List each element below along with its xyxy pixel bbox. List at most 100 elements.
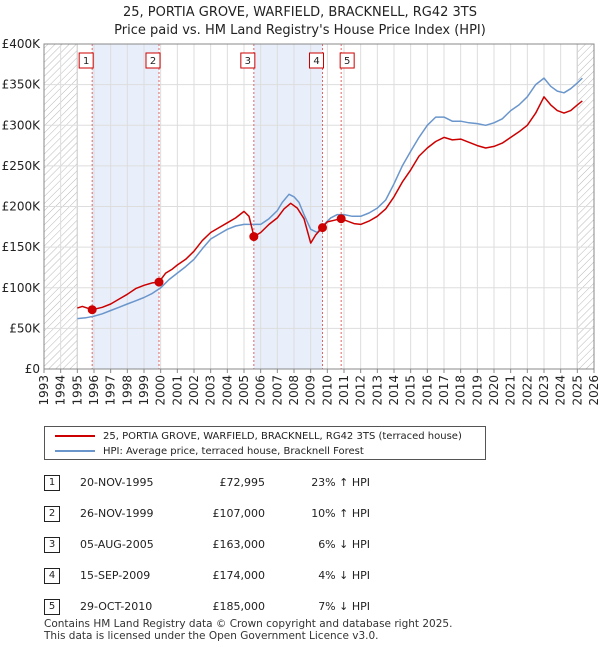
sale-date: 26-NOV-1999 — [80, 507, 154, 520]
x-tick-label: 2003 — [204, 375, 218, 406]
x-tick-label: 2019 — [470, 375, 484, 406]
x-tick-label: 1997 — [104, 375, 118, 406]
sale-label-box — [240, 52, 256, 69]
sale-labels: 1 2 3 4 5 — [78, 52, 355, 69]
x-tick-label: 2006 — [254, 375, 268, 406]
x-tick-label: 2025 — [570, 375, 584, 406]
x-axis: 1993 1994 1995 1996 1997 1998 1999 2000 2001 2002… — [37, 369, 600, 406]
x-tick-label: 2013 — [370, 375, 384, 406]
x-tick-label: 2004 — [220, 375, 234, 406]
sale-date: 20-NOV-1995 — [80, 476, 154, 489]
x-tick-label: 2023 — [537, 375, 551, 406]
x-tick-label: 2016 — [420, 375, 434, 406]
sale-label-box — [145, 52, 161, 69]
chart: 25, PORTIA GROVE, WARFIELD, BRACKNELL, R… — [2, 5, 600, 406]
x-tick-label: 1999 — [137, 375, 151, 406]
x-tick-label: 2018 — [454, 375, 468, 406]
sale-price: £107,000 — [212, 507, 266, 520]
x-tick-label: 2024 — [554, 375, 568, 406]
sale-row: 5 29-OCT-2010 £185,000 7% ↓ HPI — [0, 598, 600, 618]
chart-subtitle: Price paid vs. HM Land Registry's House … — [114, 23, 486, 38]
y-tick-label: £300K — [2, 118, 42, 132]
x-tick-label: 2007 — [270, 375, 284, 406]
y-tick-label: £400K — [2, 37, 42, 51]
x-tick-label: 2022 — [520, 375, 534, 406]
footer: Contains HM Land Registry data © Crown c… — [44, 618, 452, 642]
sale-number-badge: 1 — [44, 475, 60, 491]
legend-item-property: 25, PORTIA GROVE, WARFIELD, BRACKNELL, R… — [55, 430, 462, 444]
y-tick-label: £0 — [25, 362, 40, 376]
x-tick-label: 1994 — [54, 375, 68, 406]
footer-licence: This data is licensed under the Open Gov… — [44, 630, 379, 642]
legend-item-hpi: HPI: Average price, terraced house, Brac… — [55, 445, 364, 459]
x-tick-label: 2015 — [404, 375, 418, 406]
sale-date: 29-OCT-2010 — [80, 600, 153, 613]
sale-price: £185,000 — [212, 600, 266, 613]
sale-label-number: 1 — [83, 56, 89, 67]
y-tick-label: £350K — [2, 78, 42, 92]
plot-border — [43, 43, 595, 370]
x-tick-label: 2014 — [387, 375, 401, 406]
y-tick-label: £250K — [2, 159, 42, 173]
sale-point — [154, 277, 164, 287]
sale-hpi-diff: 7% ↓ HPI — [318, 600, 370, 613]
sale-point — [249, 232, 259, 242]
x-tick-label: 2005 — [237, 375, 251, 406]
x-tick-label: 2026 — [587, 375, 600, 406]
chart-title: 25, PORTIA GROVE, WARFIELD, BRACKNELL, R… — [123, 5, 477, 20]
x-tick-label: 1996 — [87, 375, 101, 406]
sale-point — [336, 214, 346, 224]
y-tick-label: £50K — [9, 321, 41, 335]
sale-label-number: 4 — [313, 56, 319, 67]
x-tick-label: 2011 — [337, 375, 351, 406]
sale-hpi-diff: 23% ↑ HPI — [311, 476, 370, 489]
sale-price: £174,000 — [212, 569, 266, 582]
x-tick-label: 1995 — [70, 375, 84, 406]
sale-date: 15-SEP-2009 — [80, 569, 151, 582]
x-tick-label: 2017 — [437, 375, 451, 406]
legend-label-property: 25, PORTIA GROVE, WARFIELD, BRACKNELL, R… — [103, 431, 462, 442]
x-tick-label: 2000 — [154, 375, 168, 406]
sale-hpi-diff: 4% ↓ HPI — [318, 569, 370, 582]
sale-price: £163,000 — [212, 538, 266, 551]
sale-hpi-diff: 6% ↓ HPI — [318, 538, 370, 551]
sale-label-box — [309, 52, 324, 69]
sale-number-badge: 2 — [44, 506, 60, 522]
sale-label-box — [78, 52, 94, 69]
x-tick-label: 1993 — [37, 375, 51, 406]
y-axis: £0 £50K £100K £150K £200K £250K £300K £350K £400… — [2, 37, 42, 376]
sale-label-number: 2 — [150, 56, 156, 67]
legend-swatch-property — [55, 435, 95, 437]
sale-row: 1 20-NOV-1995 £72,995 23% ↑ HPI — [0, 474, 600, 494]
legend-swatch-hpi — [55, 450, 95, 452]
sale-label-box — [339, 52, 355, 69]
sale-label-number: 5 — [344, 56, 350, 67]
x-tick-label: 2009 — [304, 375, 318, 406]
sale-label-number: 3 — [245, 56, 251, 67]
sale-date: 05-AUG-2005 — [80, 538, 154, 551]
sale-point — [87, 305, 97, 315]
legend: 25, PORTIA GROVE, WARFIELD, BRACKNELL, R… — [44, 426, 486, 460]
sale-points — [87, 214, 346, 315]
x-tick-label: 2020 — [487, 375, 501, 406]
sale-point — [318, 223, 327, 233]
legend-label-hpi: HPI: Average price, terraced house, Brac… — [103, 446, 364, 457]
sale-number-badge: 3 — [44, 537, 60, 553]
x-tick-label: 2002 — [187, 375, 201, 406]
x-tick-label: 1998 — [120, 375, 134, 406]
x-tick-label: 2001 — [170, 375, 184, 406]
sale-row: 4 15-SEP-2009 £174,000 4% ↓ HPI — [0, 567, 600, 587]
sale-number-badge: 5 — [44, 599, 60, 615]
x-tick-label: 2008 — [287, 375, 301, 406]
x-tick-label: 2021 — [504, 375, 518, 406]
sale-hpi-diff: 10% ↑ HPI — [311, 507, 370, 520]
y-tick-label: £150K — [2, 240, 42, 254]
sale-price: £72,995 — [219, 476, 266, 489]
y-tick-label: £100K — [2, 281, 42, 295]
footer-copyright: Contains HM Land Registry data © Crown c… — [44, 618, 453, 630]
sale-row: 2 26-NOV-1999 £107,000 10% ↑ HPI — [0, 505, 600, 525]
y-tick-label: £200K — [2, 200, 42, 214]
sale-number-badge: 4 — [44, 568, 60, 584]
x-tick-label: 2010 — [320, 375, 334, 406]
sale-row: 3 05-AUG-2005 £163,000 6% ↓ HPI — [0, 536, 600, 556]
